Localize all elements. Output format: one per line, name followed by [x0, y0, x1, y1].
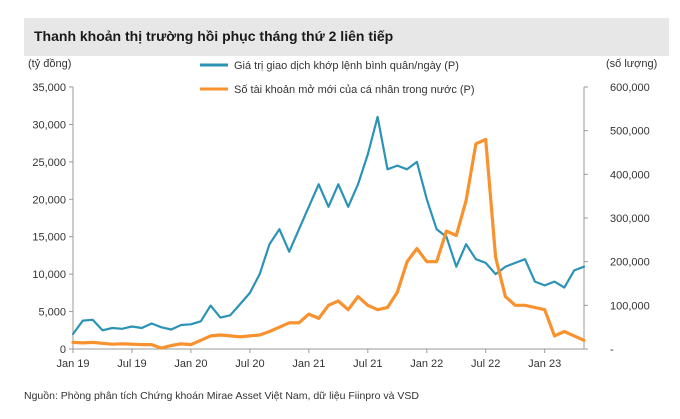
source-note: Nguồn: Phòng phân tích Chứng khoán Mirae… [24, 390, 419, 402]
y-right-tick-label: 200,000 [610, 257, 650, 269]
legend: Giá trị giao dịch khớp lệnh bình quân/ng… [200, 60, 475, 96]
y-left-tick-label: 15,000 [32, 232, 66, 244]
y-left-tick-label: 35,000 [32, 82, 66, 94]
y-right-tick-label: 500,000 [610, 126, 650, 138]
y-left-tick-label: 20,000 [32, 194, 66, 206]
x-tick-label: Jul 22 [471, 358, 500, 370]
x-tick-label: Jul 20 [235, 358, 264, 370]
y-right-tick-label: 400,000 [610, 169, 650, 181]
y-right-unit-label: (số lượng) [606, 58, 657, 70]
series-lines [71, 115, 586, 350]
y-left-tick-label: 10,000 [32, 269, 66, 281]
y-right-tick-label: - [610, 344, 614, 356]
y-left-tick-label: 5,000 [38, 307, 66, 319]
chart-title: Thanh khoản thị trường hồi phục tháng th… [34, 28, 394, 44]
y-left-tick-label: 0 [60, 344, 66, 356]
x-tick-label: Jan 23 [528, 358, 561, 370]
x-tick-label: Jan 19 [56, 358, 89, 370]
x-tick-label: Jul 19 [117, 358, 146, 370]
y-right-tick-label: 600,000 [610, 82, 650, 94]
x-tick-label: Jan 21 [292, 358, 325, 370]
y-right-tick-label: 300,000 [610, 213, 650, 225]
legend-label: Giá trị giao dịch khớp lệnh bình quân/ng… [234, 60, 459, 72]
y-left-tick-label: 25,000 [32, 157, 66, 169]
series-line-trading-value [71, 115, 586, 336]
y-left-unit-label: (tỷ đồng) [28, 58, 71, 70]
x-tick-label: Jan 20 [174, 358, 207, 370]
x-tick-label: Jul 21 [353, 358, 382, 370]
y-left-tick-label: 30,000 [32, 119, 66, 131]
series-line-accounts [71, 137, 586, 350]
title-bar: Thanh khoản thị trường hồi phục tháng th… [24, 18, 669, 56]
axes: 0 5,000 10,000 15,000 20,000 25,000 30,000 35,0… [28, 58, 657, 370]
y-right-tick-label: 100,000 [610, 300, 650, 312]
x-tick-label: Jan 22 [410, 358, 443, 370]
legend-label: Số tài khoản mở mới của cá nhân trong nư… [234, 84, 475, 96]
